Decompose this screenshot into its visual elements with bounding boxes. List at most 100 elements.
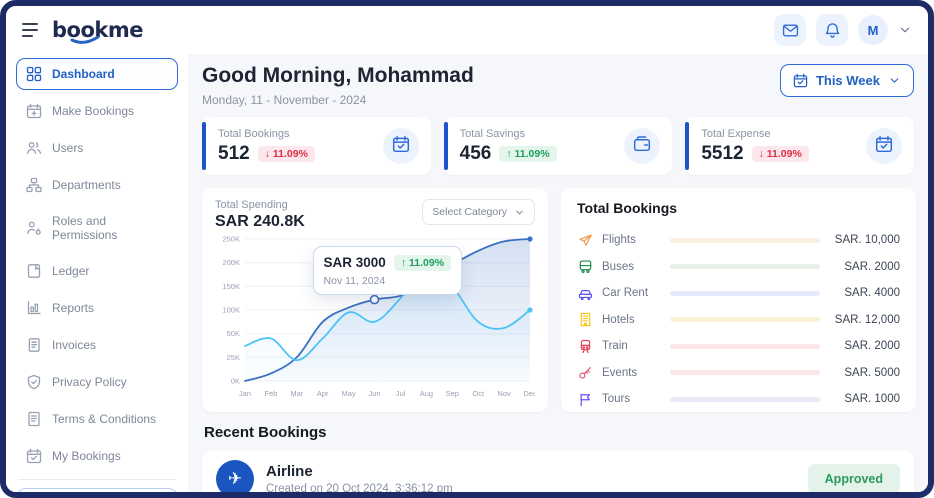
hotel-icon [577,312,594,327]
category-bar-row: Train SAR. 2000 [577,333,900,360]
charts-row: Total Spending SAR 240.8K Select Categor… [202,188,916,412]
stat-change-badge: ↓ 11.09% [751,145,809,162]
total-bookings-panel: Total Bookings Flights SAR. 10,000 Buses… [561,188,916,412]
svg-text:50K: 50K [227,329,240,338]
spending-total: SAR 240.8K [215,213,305,230]
stat-icon-circle [382,128,419,164]
bell-icon [824,22,841,39]
svg-text:Jan: Jan [239,389,251,398]
logo-swoosh-icon [70,36,100,44]
menu-icon[interactable] [22,23,38,37]
sidebar-nav: Dashboard Make Bookings Users Department… [16,58,178,477]
mail-icon [782,22,799,39]
category-bar-track [670,396,820,402]
credit-card[interactable]: Credit Total Balance SAR 5010 [16,488,178,492]
category-bar-track [670,317,820,323]
calendar-icon [793,73,808,88]
stat-card: Total Bookings 512 ↓ 11.09% [202,117,431,175]
period-label: This Week [815,73,880,88]
wallet-icon [633,135,651,158]
topbar: bookme M [6,6,928,54]
category-bar-track [670,290,820,296]
category-bars: Flights SAR. 10,000 Buses SAR. 2000 Car … [577,227,900,413]
tooltip-change-badge: ↑ 11.09% [393,254,452,271]
stat-icon-circle [624,128,661,164]
notifications-button[interactable] [816,14,848,46]
sidebar-item-label: Make Bookings [52,104,135,118]
stat-card: Total Expense 5512 ↓ 11.09% [685,117,915,175]
booking-list-item[interactable]: ✈ Airline Created on 20 Oct 2024, 3:36:1… [216,460,900,492]
svg-text:Jun: Jun [368,389,380,398]
spending-label: Total Spending [215,199,288,211]
spending-panel: Total Spending SAR 240.8K Select Categor… [202,188,548,412]
total-bookings-title: Total Bookings [577,200,678,216]
svg-text:100K: 100K [222,306,240,315]
tooltip-value: SAR 3000 [323,255,386,271]
category-amount: SAR. 5000 [844,366,900,379]
booking-created-at: Created on 20 Oct 2024, 3:36:12 pm [266,483,453,492]
airline-plane-icon: ✈ [216,460,254,492]
sidebar-item-dashboard[interactable]: Dashboard [16,58,178,90]
calendar-check-icon [875,135,893,158]
topbar-actions: M [194,14,928,46]
shield-check-icon [26,374,42,390]
calendar-plus-icon [26,103,42,119]
status-badge: Approved [807,464,900,492]
sidebar-item-privacy-policy[interactable]: Privacy Policy [16,366,178,398]
category-amount: SAR. 2000 [844,260,900,273]
category-label: Hotels [602,313,635,326]
roles-icon [26,220,42,236]
recent-bookings-list: ✈ Airline Created on 20 Oct 2024, 3:36:1… [216,460,900,492]
stats-row: Total Bookings 512 ↓ 11.09% Total Saving… [202,117,915,175]
sidebar-item-invoices[interactable]: Invoices [16,329,178,361]
category-bar-row: Flights SAR. 10,000 [577,227,900,254]
chevron-down-icon[interactable] [898,23,912,37]
stat-icon-circle [866,128,903,164]
stat-label: Total Savings [459,127,526,140]
sidebar-item-terms-conditions[interactable]: Terms & Conditions [16,403,178,435]
category-bar-track [670,264,820,270]
chart-tooltip: SAR 3000 ↑ 11.09% Nov 11, 2024 [312,245,463,295]
sidebar-item-ledger[interactable]: Ledger [16,255,178,287]
category-select[interactable]: Select Category [422,199,535,225]
svg-text:25K: 25K [227,353,240,362]
category-bar-row: Tours SAR. 1000 [577,386,900,413]
reports-icon [26,300,42,316]
sidebar-item-departments[interactable]: Departments [16,169,178,201]
category-label: Train [602,340,628,353]
sidebar-item-label: Invoices [52,338,97,352]
sidebar-item-roles-and-permissions[interactable]: Roles and Permissions [16,206,178,250]
category-label: Buses [602,260,634,273]
sidebar-item-users[interactable]: Users [16,132,178,164]
sidebar-item-label: Terms & Conditions [52,412,157,426]
app-logo: bookme [52,18,143,44]
category-select-label: Select Category [432,206,507,218]
dashboard-icon [26,66,42,82]
period-select-button[interactable]: This Week [779,64,914,97]
ledger-icon [26,263,42,279]
sidebar-item-label: Roles and Permissions [52,214,118,242]
category-bar-track [670,343,820,349]
avatar[interactable]: M [858,15,888,45]
mail-button[interactable] [774,14,806,46]
svg-text:Mar: Mar [290,389,303,398]
document-icon [26,411,42,427]
users-icon [26,140,42,156]
svg-text:Apr: Apr [317,389,329,398]
sidebar-bottom: Credit Total Balance SAR 5010 [16,477,178,492]
invoices-icon [26,337,42,353]
svg-text:Oct: Oct [472,389,485,398]
sidebar-item-reports[interactable]: Reports [16,292,178,324]
stat-card: Total Savings 456 ↑ 11.09% [443,117,673,175]
sidebar-item-make-bookings[interactable]: Make Bookings [16,95,178,127]
svg-text:Jul: Jul [396,389,406,398]
sidebar-item-label: Privacy Policy [52,375,127,389]
sidebar-item-label: Departments [52,178,121,192]
category-bar-track [670,370,820,376]
stat-value: 512 [218,142,250,164]
category-bar-row: Hotels SAR. 12,000 [577,307,900,334]
stat-value: 456 [459,142,492,164]
sidebar-item-my-bookings[interactable]: My Bookings [16,440,178,472]
main-content: Good Morning, Mohammad Monday, 11 - Nove… [188,54,928,492]
